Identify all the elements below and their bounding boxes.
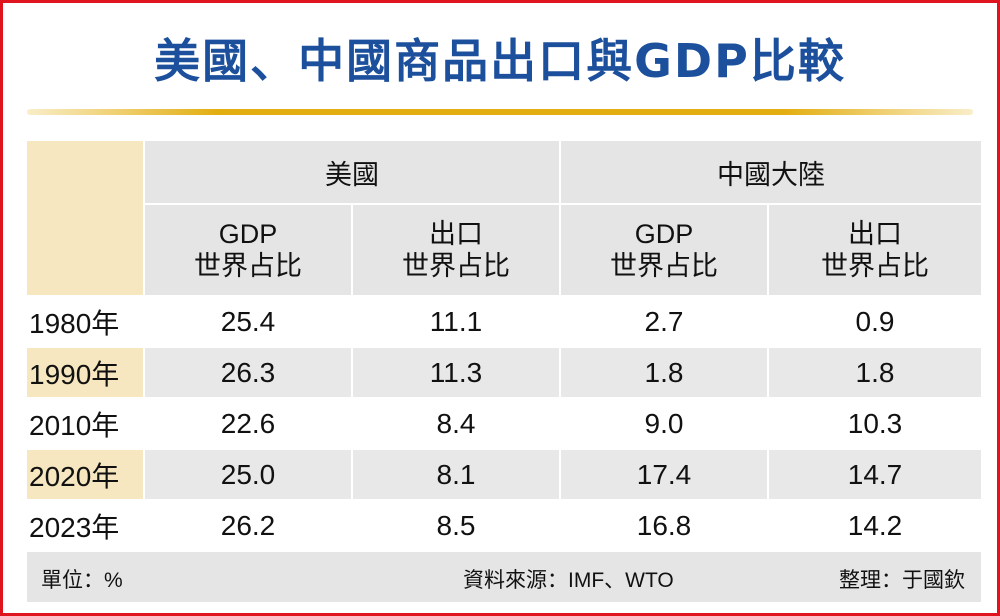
year-cell: 1990年	[25, 346, 145, 399]
us-gdp-cell: 22.6	[143, 397, 353, 450]
column-header-cn-export: 出口 世界占比	[767, 203, 983, 297]
us-gdp-cell: 25.4	[143, 295, 353, 348]
cn-export-cell: 0.9	[767, 295, 983, 348]
us-export-cell: 11.1	[351, 295, 561, 348]
corner-cell	[25, 139, 145, 297]
cn-export-cell: 1.8	[767, 346, 983, 399]
cn-gdp-cell: 16.8	[559, 499, 769, 552]
column-header-line2: 世界占比	[610, 251, 718, 281]
compiler-note: 整理：于國欽	[839, 569, 965, 592]
us-export-cell: 11.3	[351, 346, 561, 399]
table-row: 2023年 26.2 8.5 16.8 14.2	[25, 499, 983, 552]
data-table: 美國 中國大陸 GDP 世界占比 出口 世界占比 GDP 世界占比 出口 世界占…	[25, 139, 983, 604]
cn-export-cell: 14.2	[767, 499, 983, 552]
group-header-cn: 中國大陸	[559, 139, 983, 205]
cn-gdp-cell: 1.8	[559, 346, 769, 399]
table-row: 2010年 22.6 8.4 9.0 10.3	[25, 397, 983, 450]
column-header-line1: 出口	[848, 219, 902, 249]
year-cell: 2010年	[25, 397, 145, 450]
column-header-line2: 世界占比	[821, 251, 929, 281]
table-row: 2020年 25.0 8.1 17.4 14.7	[25, 448, 983, 501]
cn-gdp-cell: 9.0	[559, 397, 769, 450]
us-export-cell: 8.5	[351, 499, 561, 552]
column-header-row: GDP 世界占比 出口 世界占比 GDP 世界占比 出口 世界占比	[26, 203, 983, 297]
column-header-line1: 出口	[429, 219, 483, 249]
cn-gdp-cell: 2.7	[559, 295, 769, 348]
footer-row: 單位：% 資料來源：IMF、WTO 整理：于國欽	[25, 550, 983, 604]
column-header-line2: 世界占比	[194, 251, 302, 281]
us-gdp-cell: 26.3	[143, 346, 353, 399]
column-header-us-gdp: GDP 世界占比	[143, 203, 353, 297]
cn-gdp-cell: 17.4	[559, 448, 769, 501]
us-export-cell: 8.1	[351, 448, 561, 501]
table-row: 1980年 25.4 11.1 2.7 0.9	[25, 295, 983, 348]
us-export-cell: 8.4	[351, 397, 561, 450]
column-header-cn-gdp: GDP 世界占比	[559, 203, 769, 297]
group-header-row: 美國 中國大陸	[25, 139, 983, 297]
chart-title: 美國、中國商品出口與GDP比較	[154, 34, 846, 88]
column-header-line1: GDP	[218, 219, 278, 249]
year-cell: 2023年	[25, 499, 145, 552]
footer-cell: 單位：% 資料來源：IMF、WTO 整理：于國欽	[25, 550, 983, 604]
year-cell: 2020年	[25, 448, 145, 501]
us-gdp-cell: 25.0	[143, 448, 353, 501]
cn-export-cell: 10.3	[767, 397, 983, 450]
source-note: 資料來源：IMF、WTO	[463, 569, 674, 592]
unit-note: 單位：%	[41, 569, 123, 592]
column-header-us-export: 出口 世界占比	[351, 203, 561, 297]
title-underline	[27, 109, 973, 115]
us-gdp-cell: 26.2	[143, 499, 353, 552]
year-cell: 1980年	[25, 295, 145, 348]
group-header-us: 美國	[143, 139, 561, 205]
column-header-line1: GDP	[634, 219, 694, 249]
cn-export-cell: 14.7	[767, 448, 983, 501]
table-row: 1990年 26.3 11.3 1.8 1.8	[25, 346, 983, 399]
column-header-line2: 世界占比	[402, 251, 510, 281]
